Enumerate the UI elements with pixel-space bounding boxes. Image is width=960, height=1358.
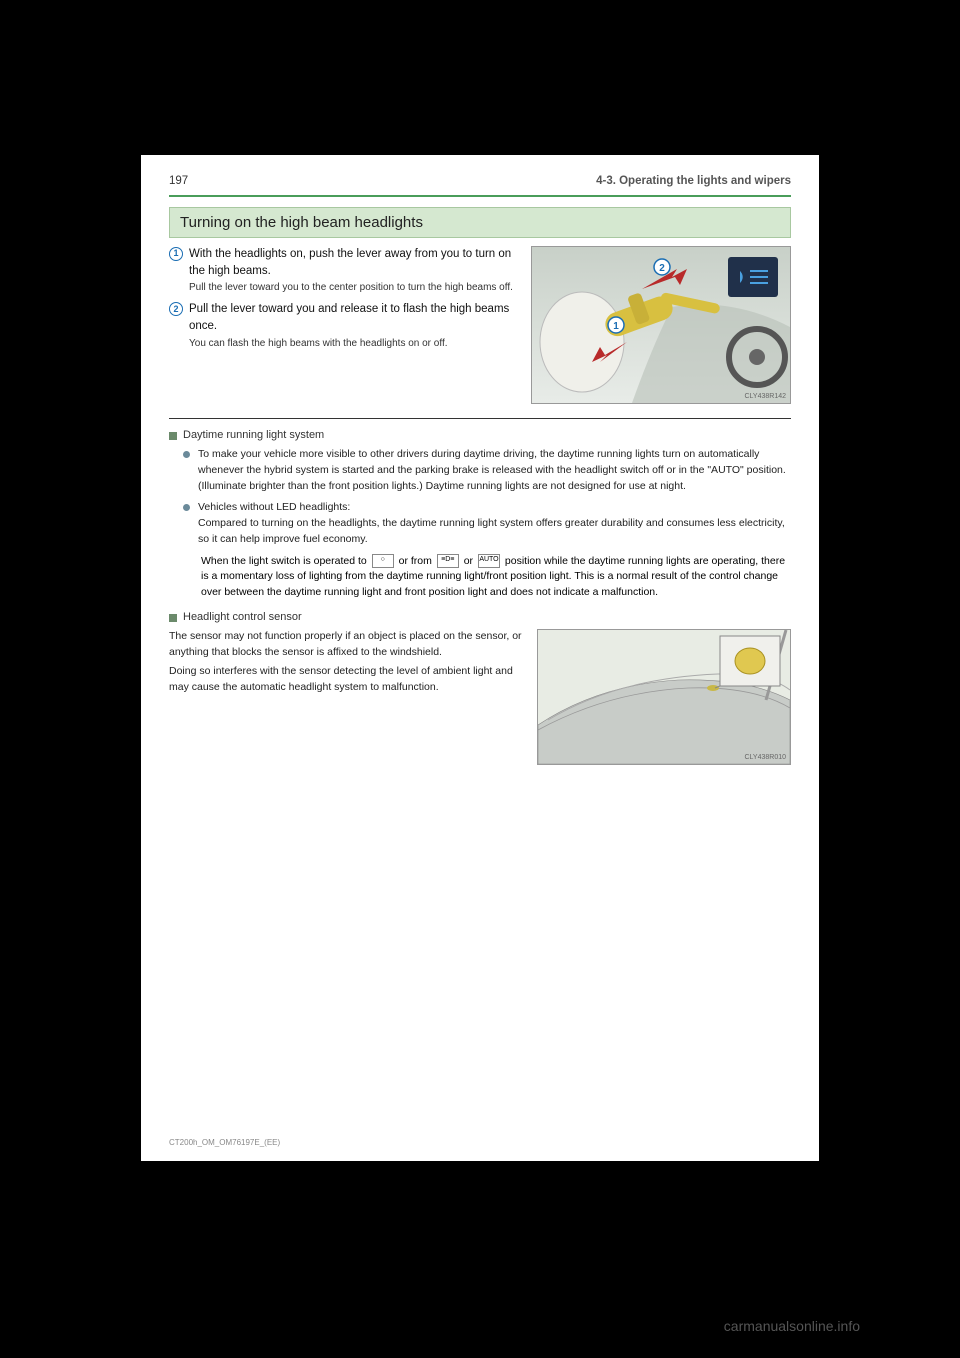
s2a: The sensor may not function properly if … xyxy=(169,629,527,661)
square-bullet-icon xyxy=(169,432,177,440)
step-2: 2 Pull the lever toward you and release … xyxy=(169,301,523,350)
step-2-text: Pull the lever toward you and release it… xyxy=(189,301,523,334)
b1c-lead: When the light switch is operated to xyxy=(201,555,367,567)
figure2-label: CLY438R010 xyxy=(744,754,786,761)
daytime-bullet-2: Vehicles without LED headlights: Compare… xyxy=(183,500,791,547)
figure1-label: CLY438R142 xyxy=(744,393,786,400)
info-daytime-head: Daytime running light system xyxy=(169,429,791,441)
b1b-lead: Vehicles without LED headlights: xyxy=(198,500,791,516)
sensor-text: The sensor may not function properly if … xyxy=(169,629,527,765)
s2b: Doing so interferes with the sensor dete… xyxy=(169,664,527,696)
bullet-icon xyxy=(183,451,190,458)
b1b-text: Compared to turning on the headlights, t… xyxy=(198,516,791,548)
info-head1-text: Daytime running light system xyxy=(183,429,324,441)
step-badge-2: 2 xyxy=(169,302,183,316)
b1c-mid2: or xyxy=(464,555,473,567)
step-1-note: Pull the lever toward you to the center … xyxy=(189,281,523,295)
svg-text:2: 2 xyxy=(659,263,665,274)
page-header: 197 4-3. Operating the lights and wipers xyxy=(169,175,791,187)
header-rule xyxy=(169,195,791,197)
step-1: 1 With the headlights on, push the lever… xyxy=(169,246,523,295)
step-badge-1: 1 xyxy=(169,247,183,261)
parking-position-icon: ≡D≡ xyxy=(437,554,459,568)
manual-page: 197 4-3. Operating the lights and wipers… xyxy=(141,155,819,1161)
figure-lever: 1 2 CLY438R142 xyxy=(531,246,791,404)
switch-operation-note: When the light switch is operated to ○ o… xyxy=(201,554,791,601)
steps-text: 1 With the headlights on, push the lever… xyxy=(169,246,523,404)
daytime-bullet-1: To make your vehicle more visible to oth… xyxy=(183,447,791,494)
off-position-icon: ○ xyxy=(372,554,394,568)
auto-position-icon: AUTO xyxy=(478,554,500,568)
figure-sensor: CLY438R010 xyxy=(537,629,791,765)
footer-doc-code: CT200h_OM_OM76197E_(EE) xyxy=(169,1138,280,1147)
watermark: carmanualsonline.info xyxy=(724,1318,860,1334)
square-bullet-icon xyxy=(169,614,177,622)
breadcrumb: 4-3. Operating the lights and wipers xyxy=(596,175,791,187)
divider xyxy=(169,418,791,419)
info-head2-text: Headlight control sensor xyxy=(183,611,302,623)
section-title: Turning on the high beam headlights xyxy=(169,207,791,238)
page-number: 197 xyxy=(169,175,188,187)
step-1-text: With the headlights on, push the lever a… xyxy=(189,246,523,279)
bullet-icon xyxy=(183,504,190,511)
b1a-text: To make your vehicle more visible to oth… xyxy=(198,447,791,494)
svg-text:1: 1 xyxy=(613,321,619,332)
info-sensor-head: Headlight control sensor xyxy=(169,611,791,623)
step-2-note: You can flash the high beams with the he… xyxy=(189,337,523,351)
b1c-mid: or from xyxy=(399,555,432,567)
